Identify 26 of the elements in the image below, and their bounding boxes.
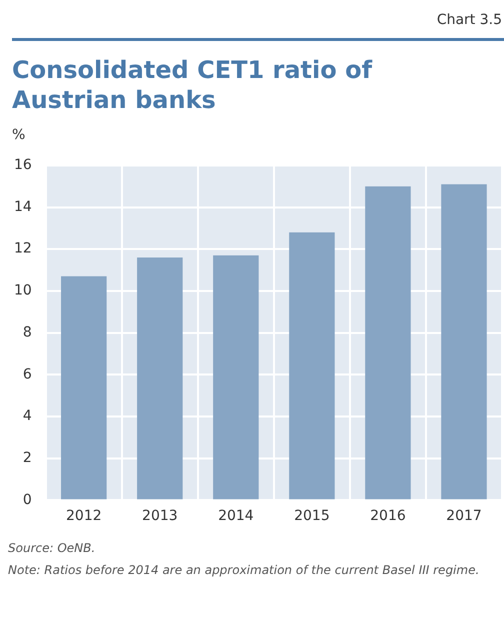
x-tick-label: 2017 xyxy=(446,508,482,524)
y-tick-label: 14 xyxy=(14,198,32,215)
chart-subtitle: Chart 3.5 xyxy=(436,11,503,28)
y-tick-label: 0 xyxy=(22,492,32,508)
y-axis-title: % xyxy=(12,127,26,143)
y-tick-label: 4 xyxy=(22,408,32,424)
y-tick-label: 16 xyxy=(14,157,32,174)
bar xyxy=(213,255,259,500)
y-tick-label: 12 xyxy=(14,240,32,257)
bar xyxy=(289,232,335,500)
bar xyxy=(441,184,487,500)
y-tick-label: 8 xyxy=(22,324,32,340)
x-tick-label: 2012 xyxy=(66,508,102,524)
bar xyxy=(365,186,411,500)
x-tick-label: 2016 xyxy=(370,508,406,524)
bar xyxy=(137,257,183,500)
y-tick-label: 2 xyxy=(22,450,32,466)
x-tick-label: 2014 xyxy=(218,508,254,524)
text: Note: Ratios before 2014 are an approximation of the current Basel III regime. xyxy=(8,563,480,577)
source-note: Source: OeNB. xyxy=(8,541,96,555)
x-tick-label: 2015 xyxy=(294,508,330,524)
bar xyxy=(61,276,107,500)
y-tick-label: 6 xyxy=(22,366,32,382)
x-tick-label: 2013 xyxy=(142,508,178,524)
y-tick-label: 10 xyxy=(14,282,32,299)
chart-title: Consolidated CET1 ratio of Austrian banks xyxy=(12,55,372,115)
